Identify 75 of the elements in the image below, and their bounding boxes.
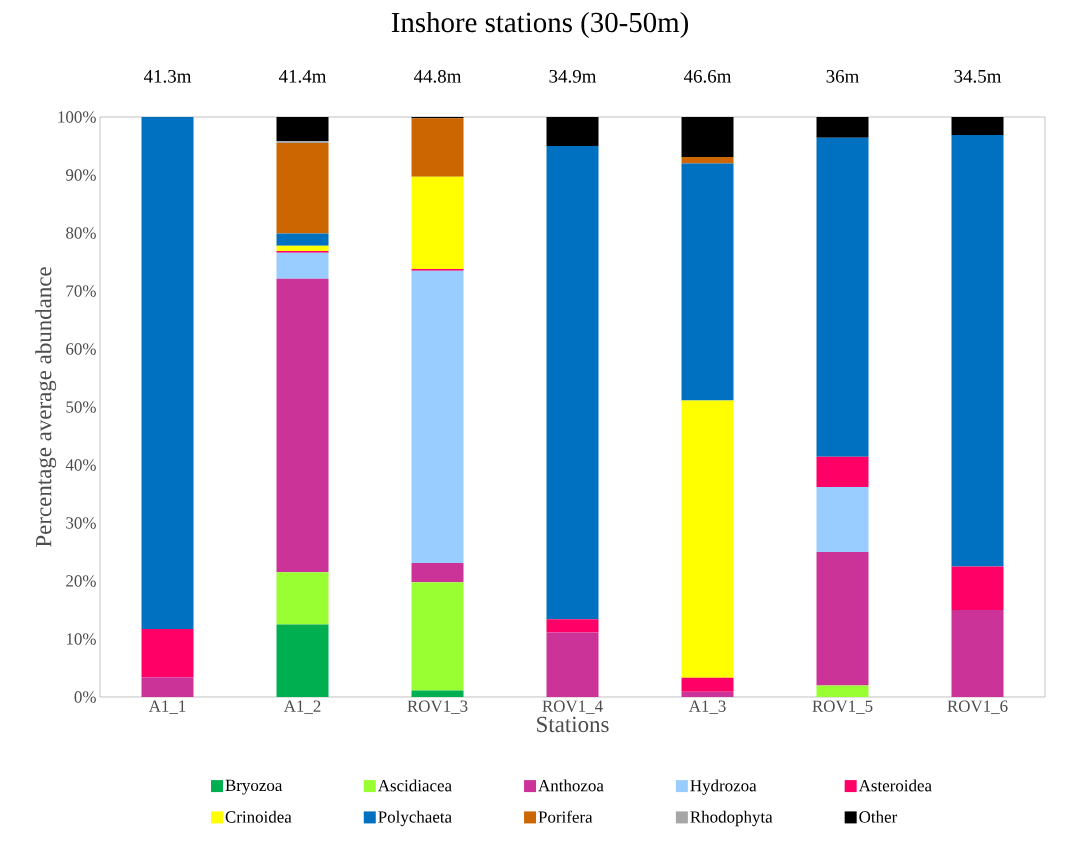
legend-label: Asteroidea: [858, 779, 932, 792]
bar: [411, 690, 464, 697]
y-tick-label: 100%: [58, 111, 96, 123]
y-tick-label: 50%: [66, 401, 96, 413]
bar: [951, 116, 1004, 135]
bar: [276, 116, 329, 142]
bar: [816, 487, 869, 552]
bar: [411, 563, 464, 583]
text: 44.8m: [413, 69, 462, 83]
x-tick-label: A1_3: [688, 700, 726, 714]
legend-label: Bryozoa: [225, 779, 283, 795]
bar: [276, 143, 329, 234]
bar: [816, 551, 869, 686]
bar: [411, 118, 464, 177]
x-tick-label: ROV1_6: [947, 700, 1008, 714]
bar: [681, 163, 734, 401]
y-tick-label: 30%: [66, 517, 96, 529]
bar: [546, 145, 599, 620]
bar: [951, 134, 1004, 567]
text: 41.3m: [143, 69, 192, 83]
legend-label: Polychaeta: [378, 810, 452, 827]
y-tick-label: 10%: [66, 633, 96, 645]
bar: [276, 278, 329, 573]
y-tick-label: 80%: [66, 227, 96, 239]
chart-title: Inshore stations (30-50m): [391, 11, 688, 39]
bar: [681, 157, 734, 164]
bar: [411, 270, 464, 563]
bar: [681, 400, 734, 678]
bar: [816, 116, 869, 138]
bar: [546, 632, 599, 697]
bar: [546, 116, 599, 146]
bar: [681, 691, 734, 697]
bar: [276, 245, 329, 251]
x-tick-label: ROV1_4: [542, 700, 603, 714]
bar: [141, 677, 194, 697]
y-tick-label: 60%: [66, 343, 96, 355]
bar: [411, 582, 464, 691]
text: 36m: [826, 70, 860, 83]
x-tick-label: ROV1_3: [407, 700, 468, 714]
text: 34.9m: [549, 69, 597, 83]
bar: [951, 566, 1004, 610]
bar: [141, 629, 194, 678]
legend-label: Rhodophyta: [690, 810, 773, 827]
x-tick-label: A1_1: [148, 700, 186, 714]
bar: [276, 252, 329, 279]
text: 46.6m: [683, 69, 732, 83]
bar: [681, 116, 734, 157]
legend-label: Anthozoa: [538, 779, 604, 792]
bar: [951, 609, 1004, 697]
bar: [816, 137, 869, 457]
bar: [276, 572, 329, 625]
text: 34.5m: [954, 69, 1002, 83]
x-tick-label: ROV1_5: [812, 700, 873, 714]
y-tick-label: 90%: [65, 169, 96, 181]
legend-label: Crinoidea: [225, 810, 292, 823]
y-tick-label: 70%: [66, 285, 96, 297]
y-axis-title: Percentage average abundance: [35, 267, 57, 547]
x-tick-label: A1_2: [283, 700, 321, 714]
y-tick-label: 40%: [65, 459, 96, 471]
y-tick-label: 0%: [74, 691, 96, 703]
bar: [411, 176, 464, 269]
legend-label: Porifera: [538, 810, 593, 823]
legend-label: Hydrozoa: [690, 779, 757, 795]
text: 41.4m: [278, 70, 327, 83]
bar: [816, 456, 869, 488]
bar: [546, 619, 599, 633]
legend-label: Ascidiacea: [377, 779, 452, 792]
bar: [681, 677, 734, 692]
bar: [276, 233, 329, 246]
bar: [141, 116, 194, 630]
y-tick-label: 20%: [66, 575, 96, 587]
bar: [276, 624, 329, 697]
bar: [816, 685, 869, 697]
legend-label: Other: [859, 810, 898, 823]
x-axis-title: Stations: [537, 716, 609, 733]
